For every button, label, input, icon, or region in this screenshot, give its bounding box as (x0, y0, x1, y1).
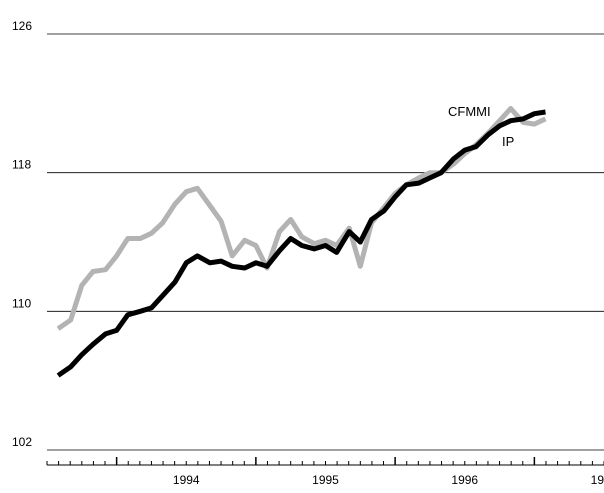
y-tick-label: 126 (12, 19, 32, 33)
x-axis-ticks (46, 457, 604, 465)
x-tick-label: 1994 (173, 473, 200, 487)
y-tick-label: 110 (12, 296, 31, 310)
series-lines (56, 106, 547, 378)
series-line-cfmmi (56, 106, 547, 331)
y-tick-label: 102 (12, 435, 32, 449)
series-line-ip (56, 109, 546, 378)
x-tick-label: 1995 (312, 473, 339, 487)
series-labels: IP CFMMI (448, 104, 514, 149)
series-label-ip: IP (502, 134, 514, 149)
x-axis-tick-labels: 1994 1995 1996 1997 (173, 473, 604, 487)
y-axis-tick-labels: 102 110 118 126 (12, 19, 32, 449)
x-tick-label: 1996 (451, 473, 478, 487)
series-label-cfmmi: CFMMI (448, 104, 491, 119)
y-tick-label: 118 (12, 158, 31, 172)
x-tick-label: 1997 (591, 473, 604, 487)
